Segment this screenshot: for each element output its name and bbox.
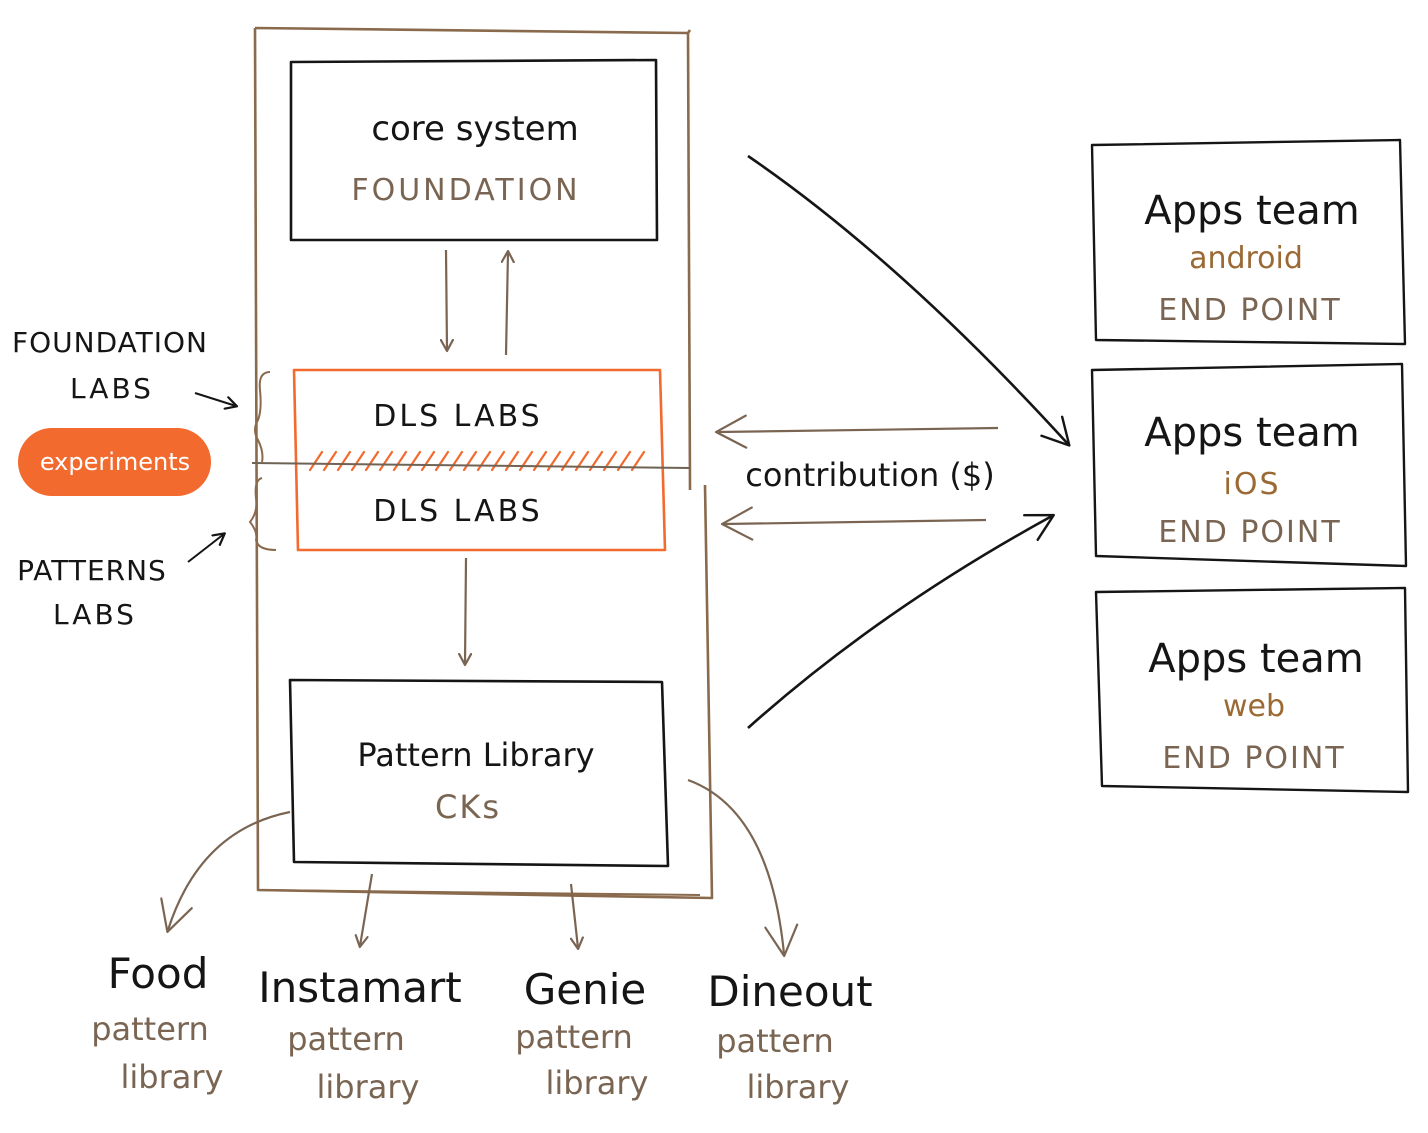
arrow-labs-to-core (506, 252, 508, 356)
library-line1: pattern (515, 1018, 633, 1056)
experiments-label: experiments (40, 448, 190, 476)
apps-team-title: Apps team (1144, 410, 1359, 456)
library-name: Food (108, 949, 209, 998)
arrow-to-genie-library (571, 883, 578, 948)
arrow-core-to-apps (747, 154, 1071, 447)
arrow-contribution-bottom (720, 506, 987, 541)
library-name: Genie (524, 965, 647, 1014)
apps-team-title: Apps team (1144, 188, 1359, 234)
library-line1: pattern (91, 1010, 209, 1048)
apps-team-endpoint: END POINT (1158, 293, 1341, 328)
library-line2: library (546, 1064, 649, 1102)
library-food: Food pattern library (91, 949, 223, 1096)
labs-hatch-divider (308, 450, 646, 472)
patterns-labs-label-line1: PATTERNS (17, 554, 167, 587)
foundation-labs-label-line2: LABS (70, 372, 154, 405)
library-dineout: Dineout pattern library (707, 967, 872, 1106)
arrow-to-food-library (160, 810, 291, 934)
library-genie: Genie pattern library (515, 965, 648, 1102)
pattern-library-title: Pattern Library (357, 736, 594, 774)
dls-labs-top-label: DLS LABS (373, 399, 542, 434)
arrow-to-dineout-library (687, 778, 799, 958)
library-line1: pattern (716, 1022, 834, 1060)
library-name: Dineout (707, 967, 872, 1016)
library-line1: pattern (287, 1020, 405, 1058)
pattern-library-box: Pattern Library CKs (288, 678, 670, 868)
patterns-labs-brace (248, 477, 277, 551)
patterns-labs-label-line2: LABS (53, 598, 137, 631)
library-line2: library (121, 1058, 224, 1096)
foundation-labs-brace (254, 371, 271, 463)
pattern-library-subtitle: CKs (435, 788, 501, 826)
apps-team-platform: web (1223, 689, 1285, 724)
apps-team-ios-box: Apps team iOS END POINT (1090, 362, 1408, 568)
core-system-box: core system FOUNDATION (289, 58, 659, 242)
core-system-subtitle: FOUNDATION (351, 173, 580, 208)
dls-labs-box: DLS LABS DLS LABS (251, 368, 691, 552)
contribution-label: contribution ($) (745, 456, 994, 494)
arrow-patterns-labs (187, 534, 224, 563)
library-instamart: Instamart pattern library (258, 963, 461, 1106)
apps-team-android-box: Apps team android END POINT (1090, 138, 1407, 346)
apps-team-web-box: Apps team web END POINT (1094, 586, 1410, 794)
arrow-contribution-top (714, 414, 999, 449)
apps-team-endpoint: END POINT (1158, 515, 1341, 550)
experiments-badge: experiments (18, 428, 211, 496)
arrow-pattern-to-apps (747, 513, 1055, 729)
library-line2: library (747, 1068, 850, 1106)
labs-divider-line (251, 462, 691, 469)
library-name: Instamart (258, 963, 461, 1012)
dls-labs-bottom-label: DLS LABS (373, 494, 542, 529)
arrow-labs-to-pattern-library (465, 557, 466, 664)
foundation-labs-label-line1: FOUNDATION (12, 326, 208, 359)
apps-team-endpoint: END POINT (1162, 741, 1345, 776)
apps-team-platform: android (1189, 241, 1303, 276)
arrow-core-to-labs (446, 249, 447, 350)
arrow-to-instamart-library (360, 873, 374, 946)
core-system-title: core system (371, 109, 578, 149)
outer-system-frame (253, 26, 714, 900)
apps-team-title: Apps team (1148, 636, 1363, 682)
apps-team-platform: iOS (1224, 467, 1281, 502)
library-line2: library (317, 1068, 420, 1106)
arrow-foundation-labs (194, 392, 236, 406)
